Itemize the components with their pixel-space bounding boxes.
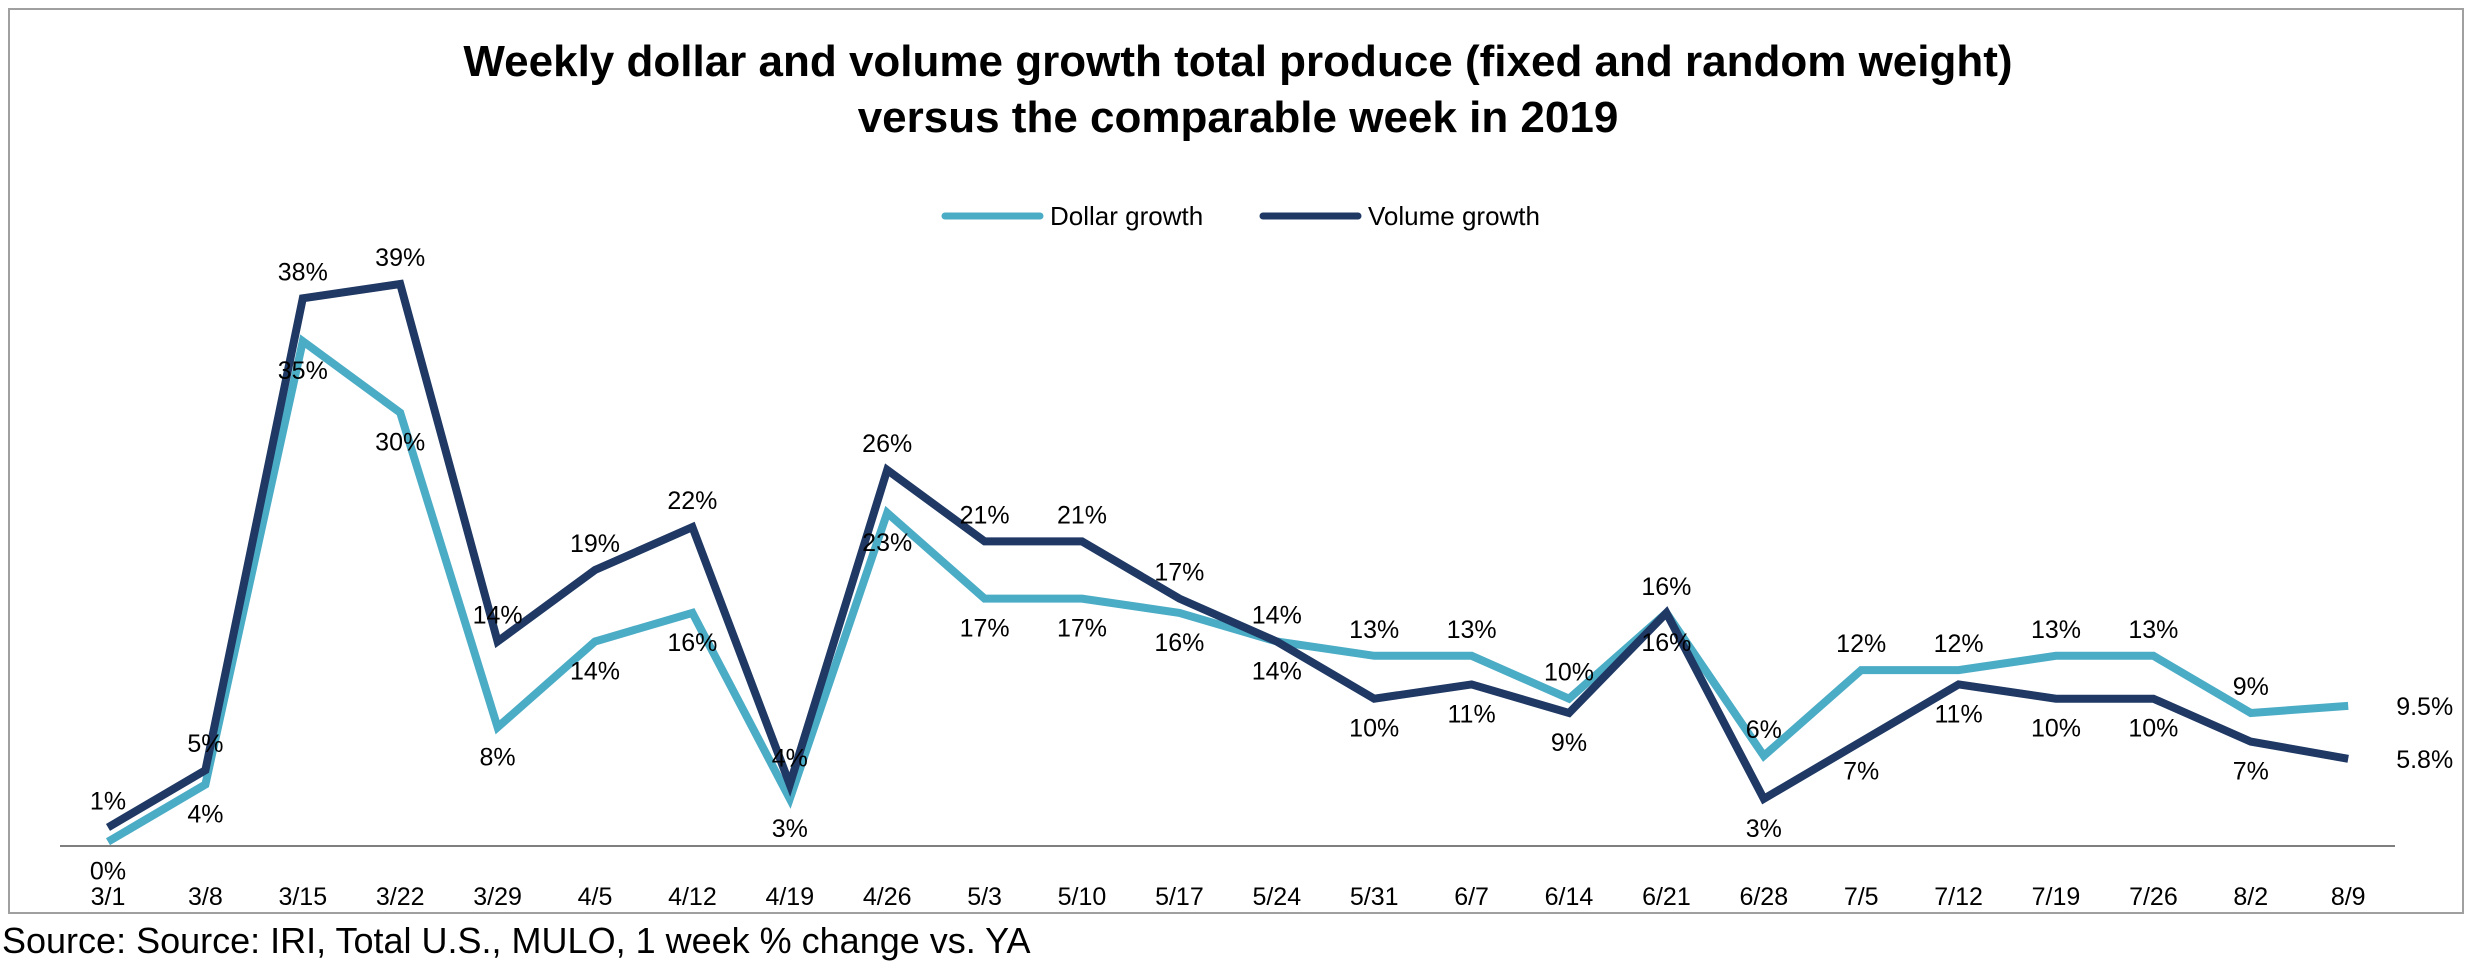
data-label-volume-5-17: 17% xyxy=(1154,559,1204,587)
x-tick-label-4-5: 4/5 xyxy=(578,883,613,911)
x-tick-label-5-31: 5/31 xyxy=(1350,883,1399,911)
data-label-dollar-6-7: 13% xyxy=(1447,616,1497,644)
x-tick-label-5-3: 5/3 xyxy=(967,883,1002,911)
data-label-dollar-4-26: 23% xyxy=(862,529,912,557)
data-label-volume-3-8: 5% xyxy=(187,730,223,758)
data-label-volume-3-1: 1% xyxy=(90,787,126,815)
data-label-volume-6-21: 16% xyxy=(1641,573,1691,601)
data-label-volume-5-3: 21% xyxy=(960,501,1010,529)
data-label-dollar-8-2: 9% xyxy=(2233,673,2269,701)
data-label-dollar-6-21: 16% xyxy=(1641,629,1691,657)
x-tick-label-7-12: 7/12 xyxy=(1934,883,1983,911)
chart-frame: Weekly dollar and volume growth total pr… xyxy=(8,8,2464,914)
data-label-dollar-3-22: 30% xyxy=(375,429,425,457)
x-tick-label-5-17: 5/17 xyxy=(1155,883,1204,911)
x-tick-label-3-8: 3/8 xyxy=(188,883,223,911)
x-tick-label-4-26: 4/26 xyxy=(863,883,912,911)
data-label-volume-3-22: 39% xyxy=(375,244,425,272)
legend-label-dollar-growth: Dollar growth xyxy=(1050,201,1203,231)
x-tick-label-7-5: 7/5 xyxy=(1844,883,1879,911)
data-label-volume-7-19: 10% xyxy=(2031,715,2081,743)
x-tick-label-8-9: 8/9 xyxy=(2331,883,2366,911)
data-label-dollar-7-5: 12% xyxy=(1836,630,1886,658)
data-label-dollar-4-5: 14% xyxy=(570,658,620,686)
data-label-dollar-4-19: 3% xyxy=(772,815,808,843)
data-label-dollar-6-14: 10% xyxy=(1544,659,1594,687)
x-tick-label-6-28: 6/28 xyxy=(1739,883,1788,911)
data-label-volume-6-14: 9% xyxy=(1551,729,1587,757)
data-label-dollar-5-17: 16% xyxy=(1154,629,1204,657)
line-chart: Weekly dollar and volume growth total pr… xyxy=(60,37,2453,911)
x-tick-label-3-1: 3/1 xyxy=(91,883,126,911)
data-label-dollar-5-10: 17% xyxy=(1057,615,1107,643)
x-tick-label-4-12: 4/12 xyxy=(668,883,717,911)
data-label-dollar-8-9: 9.5% xyxy=(2396,693,2453,721)
data-label-volume-3-15: 38% xyxy=(278,258,328,286)
x-tick-label-6-14: 6/14 xyxy=(1545,883,1594,911)
data-label-volume-6-28: 3% xyxy=(1746,815,1782,843)
x-tick-label-4-19: 4/19 xyxy=(765,883,814,911)
data-label-dollar-5-3: 17% xyxy=(960,615,1010,643)
data-labels: 0% 4% 35% 30% 8% 14% 16% 3% 23% 17% 17% 16% 14% 13% 13… xyxy=(90,244,2453,886)
data-label-volume-4-5: 19% xyxy=(570,530,620,558)
data-label-volume-7-12: 11% xyxy=(1935,700,1983,728)
data-label-volume-8-9: 5.8% xyxy=(2396,746,2453,774)
x-tick-label-8-2: 8/2 xyxy=(2233,883,2268,911)
data-label-volume-7-26: 10% xyxy=(2128,715,2178,743)
data-label-volume-5-10: 21% xyxy=(1057,501,1107,529)
data-label-volume-7-5: 7% xyxy=(1843,758,1879,786)
data-label-dollar-3-8: 4% xyxy=(187,801,223,829)
data-label-dollar-7-19: 13% xyxy=(2031,616,2081,644)
x-axis-tick-labels: 3/1 3/8 3/15 3/22 3/29 4/5 4/12 4/19 4/26 5/3 5/10… xyxy=(91,883,2366,911)
x-tick-label-7-26: 7/26 xyxy=(2129,883,2178,911)
source-note: Source: Source: IRI, Total U.S., MULO, 1… xyxy=(2,920,1031,961)
x-tick-label-7-19: 7/19 xyxy=(2032,883,2081,911)
x-tick-label-3-29: 3/29 xyxy=(473,883,522,911)
legend: Dollar growth Volume growth xyxy=(941,201,1540,231)
x-tick-label-6-7: 6/7 xyxy=(1454,883,1489,911)
series-lines xyxy=(105,279,2349,846)
x-tick-label-3-22: 3/22 xyxy=(376,883,425,911)
data-label-volume-4-12: 22% xyxy=(667,487,717,515)
chart-title-line-2: versus the comparable week in 2019 xyxy=(858,93,1619,142)
data-label-dollar-5-24: 14% xyxy=(1252,658,1302,686)
data-label-volume-6-7: 11% xyxy=(1448,700,1496,728)
series-line-dollar-growth xyxy=(105,334,2349,846)
x-tick-label-5-24: 5/24 xyxy=(1252,883,1301,911)
x-tick-label-5-10: 5/10 xyxy=(1058,883,1107,911)
data-label-volume-5-31: 10% xyxy=(1349,715,1399,743)
data-label-dollar-6-28: 6% xyxy=(1746,716,1782,744)
series-line-volume-growth xyxy=(105,279,2349,831)
data-label-volume-4-26: 26% xyxy=(862,430,912,458)
x-tick-label-6-21: 6/21 xyxy=(1642,883,1691,911)
legend-label-volume-growth: Volume growth xyxy=(1368,201,1540,231)
data-label-dollar-7-26: 13% xyxy=(2128,616,2178,644)
data-label-volume-8-2: 7% xyxy=(2233,758,2269,786)
data-label-volume-3-29: 14% xyxy=(473,602,523,630)
data-label-dollar-3-29: 8% xyxy=(480,743,516,771)
x-tick-label-3-15: 3/15 xyxy=(278,883,327,911)
data-label-dollar-3-1: 0% xyxy=(90,858,126,886)
data-label-dollar-3-15: 35% xyxy=(278,357,328,385)
data-label-dollar-5-31: 13% xyxy=(1349,616,1399,644)
data-label-volume-4-19: 4% xyxy=(772,745,808,773)
chart-title-line-1: Weekly dollar and volume growth total pr… xyxy=(463,37,2012,86)
data-label-volume-5-24: 14% xyxy=(1252,602,1302,630)
data-label-dollar-4-12: 16% xyxy=(667,629,717,657)
data-label-dollar-7-12: 12% xyxy=(1934,630,1984,658)
